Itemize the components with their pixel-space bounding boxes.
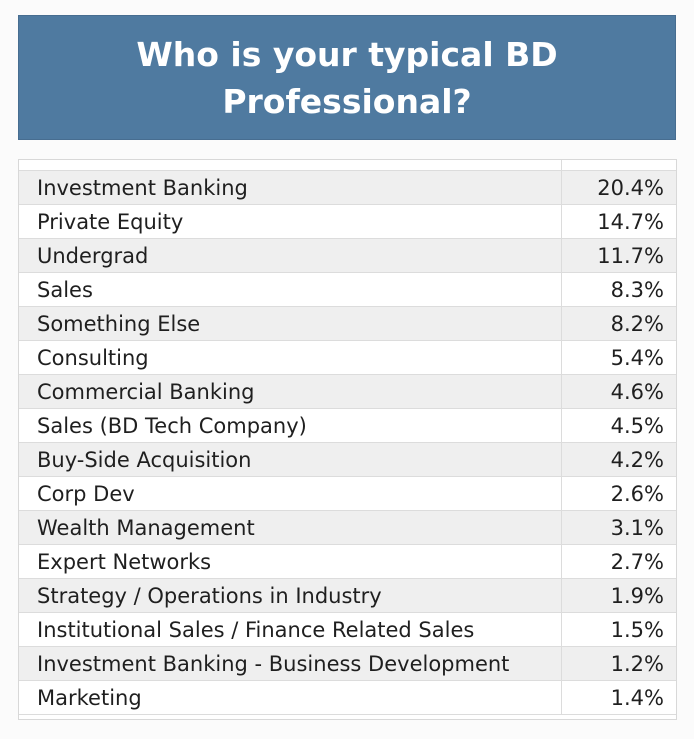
row-label: Buy-Side Acquisition	[19, 442, 562, 477]
row-value: 2.7%	[561, 544, 676, 579]
row-value: 3.1%	[561, 510, 676, 545]
row-value: 8.3%	[561, 272, 676, 307]
row-label: Commercial Banking	[19, 374, 562, 409]
row-label: Expert Networks	[19, 544, 562, 579]
spacer-cell	[19, 160, 562, 171]
table: Investment Banking 20.4% Private Equity 14.…	[19, 160, 676, 715]
row-label: Something Else	[19, 306, 562, 341]
row-label: Sales	[19, 272, 562, 307]
row-value: 1.2%	[561, 646, 676, 681]
title-banner: Who is your typical BD Professional?	[18, 15, 676, 140]
row-value: 5.4%	[561, 340, 676, 375]
table-row: Something Else 8.2%	[19, 306, 676, 341]
row-label: Investment Banking	[19, 170, 562, 205]
row-value: 4.6%	[561, 374, 676, 409]
row-value: 4.2%	[561, 442, 676, 477]
header-spacer-row	[19, 160, 676, 171]
row-value: 20.4%	[561, 170, 676, 205]
row-value: 8.2%	[561, 306, 676, 341]
table-row: Wealth Management 3.1%	[19, 510, 676, 545]
chart-title: Who is your typical BD Professional?	[136, 34, 558, 121]
row-value: 1.9%	[561, 578, 676, 613]
table-row: Buy-Side Acquisition 4.2%	[19, 442, 676, 477]
table-row: Marketing 1.4%	[19, 680, 676, 715]
table-row: Corp Dev 2.6%	[19, 476, 676, 511]
table-row: Private Equity 14.7%	[19, 204, 676, 239]
results-table: Investment Banking 20.4% Private Equity 14.…	[18, 159, 677, 720]
table-body: Investment Banking 20.4% Private Equity 14.…	[19, 160, 676, 715]
row-label: Investment Banking - Business Developmen…	[19, 646, 562, 681]
table-row: Undergrad 11.7%	[19, 238, 676, 273]
table-row: Institutional Sales / Finance Related Sa…	[19, 612, 676, 647]
row-label: Strategy / Operations in Industry	[19, 578, 562, 613]
row-value: 4.5%	[561, 408, 676, 443]
spacer-cell	[561, 160, 676, 171]
table-row: Commercial Banking 4.6%	[19, 374, 676, 409]
row-value: 1.5%	[561, 612, 676, 647]
row-value: 2.6%	[561, 476, 676, 511]
row-label: Corp Dev	[19, 476, 562, 511]
row-label: Institutional Sales / Finance Related Sa…	[19, 612, 562, 647]
row-label: Wealth Management	[19, 510, 562, 545]
table-row: Investment Banking 20.4%	[19, 170, 676, 205]
row-label: Sales (BD Tech Company)	[19, 408, 562, 443]
table-row: Investment Banking - Business Developmen…	[19, 646, 676, 681]
table-row: Sales 8.3%	[19, 272, 676, 307]
table-row: Expert Networks 2.7%	[19, 544, 676, 579]
table-row: Strategy / Operations in Industry 1.9%	[19, 578, 676, 613]
row-value: 11.7%	[561, 238, 676, 273]
row-label: Undergrad	[19, 238, 562, 273]
row-label: Consulting	[19, 340, 562, 375]
row-label: Marketing	[19, 680, 562, 715]
row-label: Private Equity	[19, 204, 562, 239]
table-row: Consulting 5.4%	[19, 340, 676, 375]
row-value: 1.4%	[561, 680, 676, 715]
row-value: 14.7%	[561, 204, 676, 239]
table-row: Sales (BD Tech Company) 4.5%	[19, 408, 676, 443]
